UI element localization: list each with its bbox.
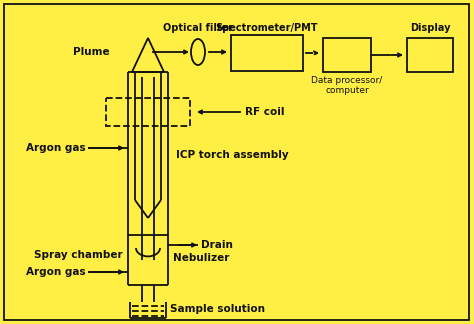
Text: Plume: Plume [73, 47, 110, 57]
Text: Data processor/
computer: Data processor/ computer [311, 76, 383, 95]
Text: RF coil: RF coil [245, 107, 284, 117]
Text: Sample solution: Sample solution [170, 304, 265, 314]
Text: Spectrometer/PMT: Spectrometer/PMT [216, 23, 318, 33]
Text: Argon gas: Argon gas [27, 143, 86, 153]
Text: Argon gas: Argon gas [27, 267, 86, 277]
Ellipse shape [170, 100, 188, 124]
Bar [231, 35, 303, 71]
Text: Optical filter: Optical filter [163, 23, 233, 33]
Text: Drain: Drain [201, 240, 233, 250]
Ellipse shape [191, 39, 205, 65]
Ellipse shape [108, 100, 126, 124]
Bar [407, 38, 453, 72]
Text: ICP torch assembly: ICP torch assembly [176, 150, 289, 160]
Bar [106, 98, 190, 126]
Bar [323, 38, 371, 72]
Text: Display: Display [410, 23, 450, 33]
Text: Nebulizer: Nebulizer [173, 253, 229, 263]
Text: Spray chamber: Spray chamber [35, 250, 123, 260]
Polygon shape [132, 38, 164, 72]
